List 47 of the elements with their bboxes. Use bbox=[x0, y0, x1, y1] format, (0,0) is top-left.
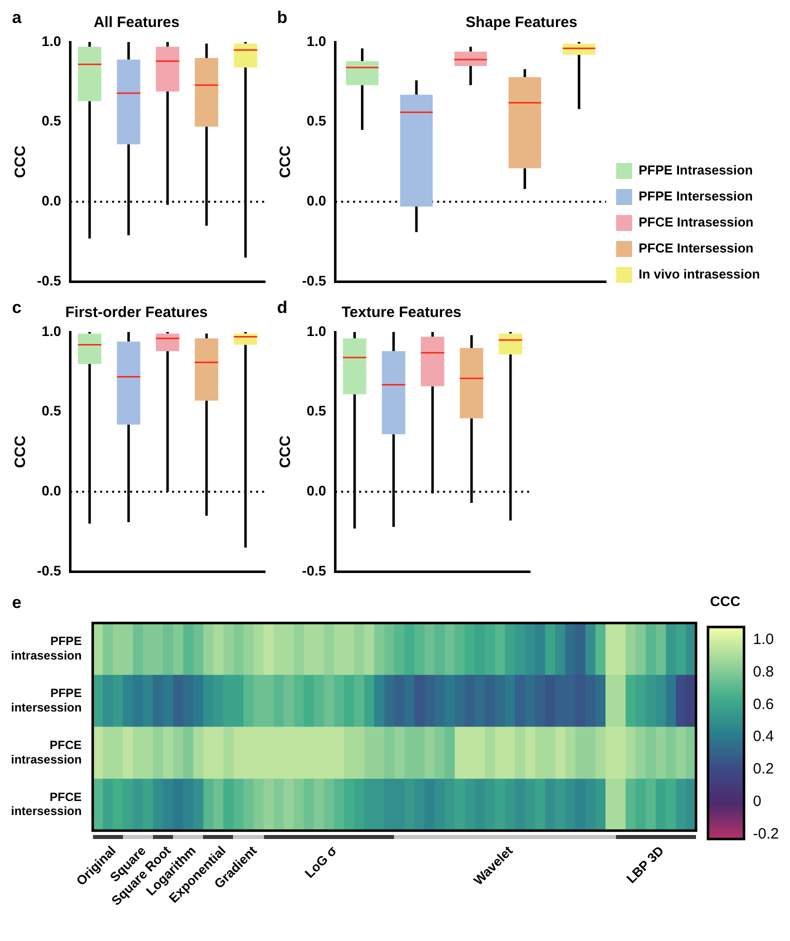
y-axis-title: CCC bbox=[277, 145, 294, 178]
color-bar-label: 0 bbox=[753, 792, 762, 810]
y-axis-title: CCC bbox=[12, 435, 30, 468]
text: a bbox=[12, 8, 22, 28]
color-bar-label: 0.4 bbox=[753, 728, 774, 746]
y-tick-label: 0.5 bbox=[42, 112, 62, 129]
legend-label: In vivo intrasession bbox=[638, 266, 760, 282]
y-tick-label: PFCE intrasession bbox=[10, 738, 82, 766]
y-tick-label: PFPE intrasession bbox=[10, 634, 82, 662]
y-axis-title: CCC bbox=[12, 145, 30, 178]
legend-label: PFCE Intrasession bbox=[638, 214, 754, 230]
y-tick-label: PFCE intersession bbox=[10, 790, 82, 818]
color-bar-label: 0.8 bbox=[753, 663, 774, 680]
y-tick-label: -0.5 bbox=[37, 562, 62, 578]
chart-title: Texture Features bbox=[342, 304, 462, 322]
chart-title: First-order Features bbox=[65, 304, 208, 322]
legend-label: PFPE Intersession bbox=[638, 188, 753, 204]
text: d bbox=[277, 298, 288, 318]
text: LoG σ bbox=[302, 842, 340, 880]
y-axis-title: CCC bbox=[277, 435, 294, 468]
legend-label: PFPE Intrasession bbox=[638, 162, 753, 178]
y-tick-label: 1.0 bbox=[306, 322, 326, 339]
y-tick-label: 0.0 bbox=[42, 192, 62, 209]
y-tick-label: 1.0 bbox=[42, 322, 62, 339]
y-tick-label: 0.5 bbox=[306, 402, 326, 419]
y-tick-label: 0.5 bbox=[306, 112, 326, 129]
y-tick-label: 0.5 bbox=[42, 402, 62, 419]
y-tick-label: 0.0 bbox=[42, 482, 62, 499]
y-tick-label: -0.5 bbox=[302, 272, 326, 288]
text: c bbox=[12, 298, 22, 318]
y-tick-label: -0.5 bbox=[302, 562, 326, 578]
y-tick-label: 1.0 bbox=[42, 32, 62, 49]
y-tick-label: PFPE intersession bbox=[10, 686, 82, 714]
chart-title: Shape Features bbox=[466, 14, 578, 32]
y-tick-label: 0.0 bbox=[306, 192, 326, 209]
color-bar-label: 0.2 bbox=[753, 760, 774, 778]
y-tick-label: 0.0 bbox=[306, 482, 326, 499]
chart-title: All Features bbox=[94, 14, 180, 32]
color-bar-label: 1.0 bbox=[753, 631, 774, 648]
y-tick-label: -0.5 bbox=[37, 272, 62, 288]
legend-label: PFCE Intersession bbox=[638, 240, 754, 256]
y-tick-label: 1.0 bbox=[306, 32, 326, 49]
text: b bbox=[277, 8, 288, 28]
color-bar-label: -0.2 bbox=[753, 825, 779, 842]
color-bar-label: 0.6 bbox=[753, 696, 774, 713]
color-bar-title: CCC bbox=[710, 593, 740, 609]
text: e bbox=[12, 593, 22, 613]
